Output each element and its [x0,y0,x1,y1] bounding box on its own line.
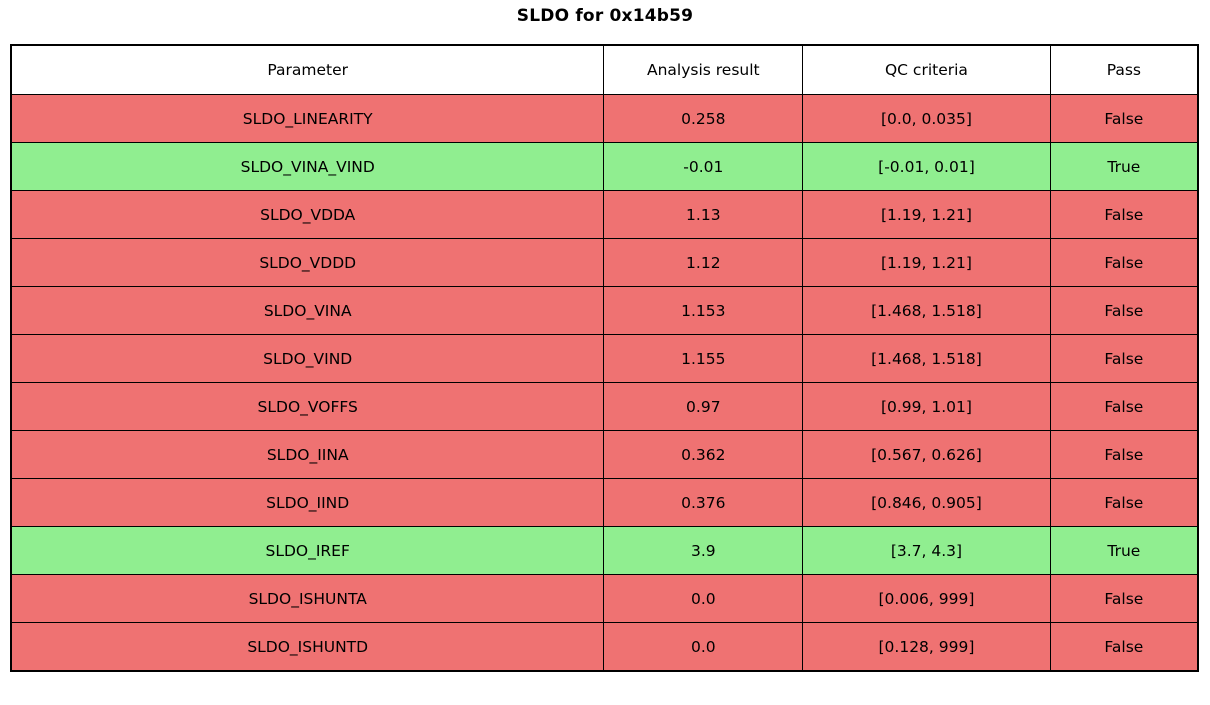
cell-analysis-result: 0.0 [603,622,804,672]
cell-pass: False [1049,574,1199,623]
table-row: SLDO_IINA 0.362 [0.567, 0.626] False [10,430,1199,479]
cell-analysis-result: 0.258 [603,94,804,143]
cell-qc-criteria: [3.7, 4.3] [802,526,1051,575]
qc-table-body: SLDO_LINEARITY 0.258 [0.0, 0.035] False SLDO… [10,94,1199,672]
cell-pass: False [1049,382,1199,431]
cell-pass: True [1049,526,1199,575]
cell-analysis-result: 1.155 [603,334,804,383]
table-row: SLDO_VINA 1.153 [1.468, 1.518] False [10,286,1199,335]
cell-pass: False [1049,622,1199,672]
cell-qc-criteria: [0.846, 0.905] [802,478,1051,527]
cell-qc-criteria: [0.99, 1.01] [802,382,1051,431]
cell-parameter: SLDO_VOFFS [10,382,605,431]
cell-parameter: SLDO_ISHUNTA [10,574,605,623]
cell-pass: False [1049,334,1199,383]
table-row: SLDO_VOFFS 0.97 [0.99, 1.01] False [10,382,1199,431]
cell-pass: True [1049,142,1199,191]
cell-parameter: SLDO_ISHUNTD [10,622,605,672]
table-row: SLDO_VIND 1.155 [1.468, 1.518] False [10,334,1199,383]
qc-results-table: Parameter Analysis result QC criteria Pa… [10,44,1199,672]
cell-pass: False [1049,238,1199,287]
table-row: SLDO_VDDD 1.12 [1.19, 1.21] False [10,238,1199,287]
table-row: SLDO_IIND 0.376 [0.846, 0.905] False [10,478,1199,527]
cell-qc-criteria: [1.468, 1.518] [802,286,1051,335]
column-header-parameter: Parameter [10,44,605,95]
cell-qc-criteria: [0.0, 0.035] [802,94,1051,143]
column-header-analysis-result: Analysis result [603,44,804,95]
table-row: SLDO_LINEARITY 0.258 [0.0, 0.035] False [10,94,1199,143]
cell-analysis-result: 0.376 [603,478,804,527]
cell-analysis-result: 1.12 [603,238,804,287]
cell-analysis-result: 3.9 [603,526,804,575]
cell-parameter: SLDO_VDDD [10,238,605,287]
cell-parameter: SLDO_IINA [10,430,605,479]
table-row: SLDO_ISHUNTA 0.0 [0.006, 999] False [10,574,1199,623]
cell-qc-criteria: [1.468, 1.518] [802,334,1051,383]
cell-parameter: SLDO_VINA [10,286,605,335]
column-header-pass: Pass [1049,44,1199,95]
cell-analysis-result: 0.362 [603,430,804,479]
cell-pass: False [1049,94,1199,143]
cell-qc-criteria: [-0.01, 0.01] [802,142,1051,191]
cell-parameter: SLDO_VIND [10,334,605,383]
cell-parameter: SLDO_VINA_VIND [10,142,605,191]
cell-analysis-result: 0.97 [603,382,804,431]
cell-parameter: SLDO_IIND [10,478,605,527]
cell-analysis-result: 0.0 [603,574,804,623]
cell-pass: False [1049,478,1199,527]
cell-analysis-result: 1.153 [603,286,804,335]
figure-title: SLDO for 0x14b59 [516,6,694,26]
cell-qc-criteria: [0.567, 0.626] [802,430,1051,479]
cell-parameter: SLDO_LINEARITY [10,94,605,143]
cell-parameter: SLDO_IREF [10,526,605,575]
cell-qc-criteria: [0.006, 999] [802,574,1051,623]
cell-analysis-result: -0.01 [603,142,804,191]
table-row: SLDO_VINA_VIND -0.01 [-0.01, 0.01] True [10,142,1199,191]
cell-qc-criteria: [1.19, 1.21] [802,238,1051,287]
table-header: Parameter Analysis result QC criteria Pa… [10,44,1199,95]
cell-pass: False [1049,286,1199,335]
cell-analysis-result: 1.13 [603,190,804,239]
table-row: SLDO_IREF 3.9 [3.7, 4.3] True [10,526,1199,575]
cell-parameter: SLDO_VDDA [10,190,605,239]
table-row: SLDO_VDDA 1.13 [1.19, 1.21] False [10,190,1199,239]
cell-pass: False [1049,190,1199,239]
cell-qc-criteria: [1.19, 1.21] [802,190,1051,239]
cell-pass: False [1049,430,1199,479]
table-row: SLDO_ISHUNTD 0.0 [0.128, 999] False [10,622,1199,672]
cell-qc-criteria: [0.128, 999] [802,622,1051,672]
column-header-qc-criteria: QC criteria [802,44,1051,95]
header-row: Parameter Analysis result QC criteria Pa… [10,44,1199,95]
